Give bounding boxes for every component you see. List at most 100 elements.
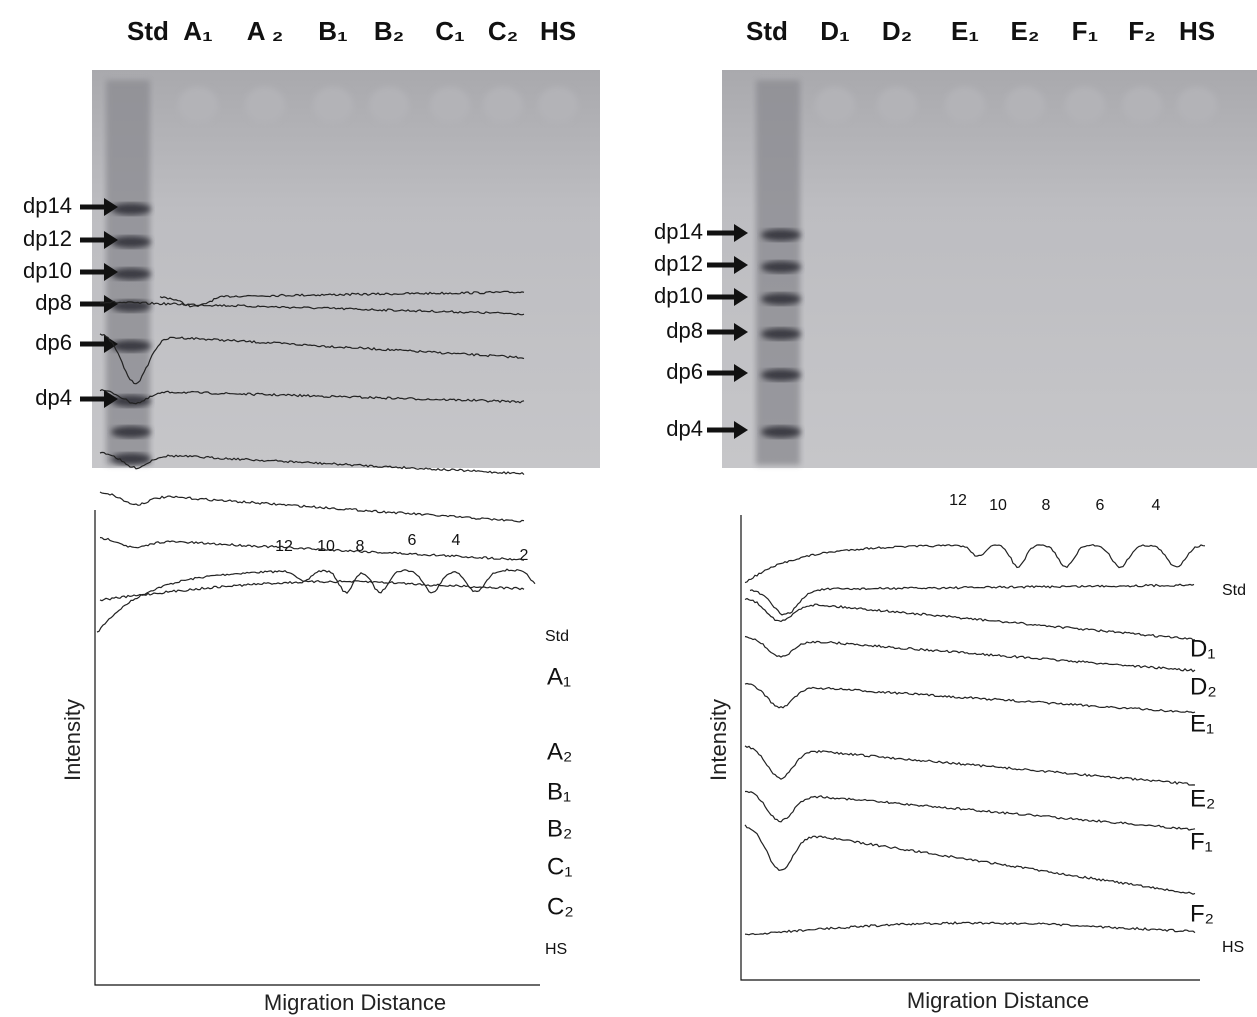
lane-label: F₁ xyxy=(1072,16,1099,46)
peak-label: 6 xyxy=(1096,497,1105,514)
trace-label: B₁ xyxy=(547,778,571,805)
lane-smear xyxy=(1005,87,1045,123)
dp-label: dp14 xyxy=(23,193,72,218)
dp-label: dp8 xyxy=(666,318,703,343)
lane-label: C₂ xyxy=(488,16,518,46)
arrow-head xyxy=(734,288,748,306)
peak-label: 12 xyxy=(275,538,293,555)
band xyxy=(761,369,801,381)
trace xyxy=(744,635,1196,673)
arrow-head xyxy=(104,390,118,408)
band xyxy=(761,328,801,340)
trace xyxy=(744,543,1206,584)
arrow-head xyxy=(734,421,748,439)
dp-label: dp10 xyxy=(654,283,703,308)
x-axis-label: Migration Distance xyxy=(264,990,446,1015)
trace xyxy=(159,290,525,308)
lane-label: HS xyxy=(540,16,576,46)
lane-label: Std xyxy=(746,16,788,46)
lane-smear xyxy=(1177,87,1217,123)
lane-label: A ₂ xyxy=(247,16,284,46)
trace-label: Std xyxy=(545,628,569,645)
lane-smear xyxy=(538,87,578,123)
arrow-head xyxy=(104,231,118,249)
trace xyxy=(99,300,525,316)
y-axis-label: Intensity xyxy=(706,699,731,781)
lane-smear xyxy=(1065,87,1105,123)
trace xyxy=(96,568,536,633)
trace-label: A₁ xyxy=(547,663,571,690)
trace xyxy=(99,389,525,405)
peak-label: 4 xyxy=(452,532,461,549)
trace-label: C₂ xyxy=(547,893,574,920)
lane-smear xyxy=(245,87,285,123)
arrow-head xyxy=(734,256,748,274)
peak-label: 2 xyxy=(520,547,529,564)
trace-label: D₂ xyxy=(1190,673,1217,700)
dp-label: dp12 xyxy=(23,226,72,251)
arrow-head xyxy=(734,364,748,382)
trace xyxy=(99,536,525,561)
trace-label: E₁ xyxy=(1190,710,1214,737)
lane-smear xyxy=(877,87,917,123)
lane-label: HS xyxy=(1179,16,1215,46)
lane-label: E₁ xyxy=(951,16,979,46)
dp-label: dp6 xyxy=(35,330,72,355)
lane-label: F₂ xyxy=(1128,16,1155,46)
trace xyxy=(745,790,1196,831)
trace-label: B₂ xyxy=(547,815,572,842)
peak-label: 8 xyxy=(1042,497,1051,514)
lane-smear xyxy=(483,87,523,123)
dp-label: dp4 xyxy=(666,416,703,441)
trace xyxy=(99,333,525,385)
trace xyxy=(744,597,1196,641)
lane-smear xyxy=(815,87,855,123)
trace-label: E₂ xyxy=(1190,785,1215,812)
lane-smear xyxy=(313,87,353,123)
trace xyxy=(99,579,525,602)
trace-label: F₁ xyxy=(1190,828,1213,855)
x-axis-label: Migration Distance xyxy=(907,988,1089,1013)
band xyxy=(761,261,801,273)
trace xyxy=(99,491,525,523)
arrow-head xyxy=(104,335,118,353)
trace-label: HS xyxy=(1222,939,1244,956)
peak-label: 10 xyxy=(989,497,1007,514)
peak-label: 6 xyxy=(408,532,417,549)
trace xyxy=(744,824,1196,895)
band xyxy=(111,395,151,407)
band xyxy=(761,426,801,438)
trace xyxy=(744,921,1196,936)
axes-right xyxy=(740,515,1200,981)
arrow-head xyxy=(104,263,118,281)
trace-label: Std xyxy=(1222,582,1246,599)
lane-label: A₁ xyxy=(183,16,213,46)
peak-label: 4 xyxy=(1152,497,1161,514)
band xyxy=(111,268,151,280)
peak-label: 10 xyxy=(317,538,335,555)
trace-label: HS xyxy=(545,941,567,958)
gel-left xyxy=(92,70,600,468)
peak-label: 12 xyxy=(949,492,967,509)
lane-label: B₂ xyxy=(374,16,404,46)
trace-label: C₁ xyxy=(547,853,572,880)
dp-label: dp8 xyxy=(35,290,72,315)
arrow-head xyxy=(734,323,748,341)
lane-label: Std xyxy=(127,16,169,46)
trace xyxy=(99,451,525,476)
dp-label: dp10 xyxy=(23,258,72,283)
trace-label: A₂ xyxy=(547,738,572,765)
axes-left xyxy=(94,510,540,986)
lane-smear xyxy=(430,87,470,123)
lane-smear xyxy=(369,87,409,123)
lane-label: D₁ xyxy=(820,16,850,46)
peak-label: 8 xyxy=(356,538,365,555)
band xyxy=(111,203,151,215)
dp-label: dp4 xyxy=(35,385,72,410)
lane-smear xyxy=(178,87,218,123)
gel-right xyxy=(722,70,1257,468)
trace xyxy=(744,682,1196,714)
lane-label: C₁ xyxy=(435,16,465,46)
trace-label: F₂ xyxy=(1190,900,1214,927)
